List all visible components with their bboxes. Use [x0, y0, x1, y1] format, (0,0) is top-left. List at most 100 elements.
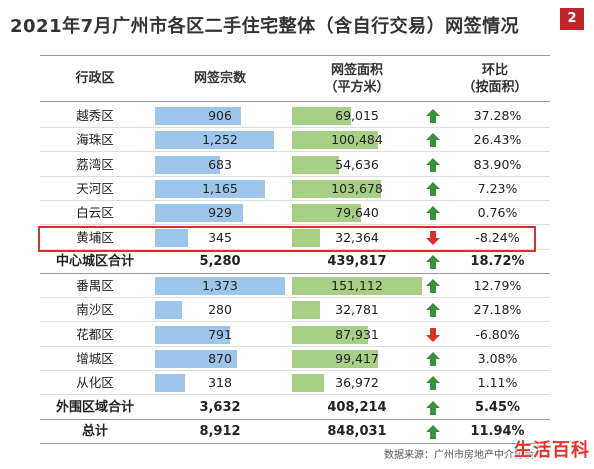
- area-value: 99,417: [335, 351, 379, 366]
- area-value: 32,781: [335, 302, 379, 318]
- area-bar: [292, 204, 361, 223]
- count-value: 8,912: [199, 423, 241, 439]
- count-bar: [155, 228, 188, 247]
- watermark-logo: 生活百科: [514, 440, 590, 461]
- district-name: 番禺区: [76, 278, 114, 294]
- row-divider: [40, 127, 550, 128]
- row-divider: [40, 224, 550, 226]
- count-bar: [155, 277, 285, 296]
- count-value: 1,373: [202, 278, 238, 294]
- arrow-up-icon: [426, 424, 440, 439]
- count-value: 318: [208, 375, 232, 391]
- count-value: 929: [208, 205, 232, 221]
- subtotal-row: 外围区域合计 3,632 408,214 5.45%: [40, 396, 550, 420]
- count-value: 3,632: [199, 399, 241, 415]
- area-value: 32,364: [335, 229, 379, 245]
- table-row: 海珠区 1,252 100,484 26.43%: [40, 128, 550, 153]
- arrow-up-icon: [426, 352, 440, 366]
- highlight-box-huangpu: [38, 226, 536, 252]
- mom-percent: 37.28%: [473, 108, 522, 123]
- area-value: 103,678: [331, 180, 383, 196]
- count-bar: [155, 204, 243, 223]
- area-value: 36,972: [335, 375, 379, 391]
- count-bar: [155, 179, 266, 198]
- header-bottom-rule: [40, 101, 550, 102]
- district-name: 花都区: [76, 326, 114, 342]
- area-value: 439,817: [327, 253, 387, 269]
- count-bar: [155, 325, 230, 344]
- district-name: 白云区: [76, 205, 114, 221]
- row-divider: [40, 151, 550, 153]
- page-number-badge: 2: [560, 8, 584, 30]
- mom-percent: 12.79%: [473, 278, 522, 294]
- district-name: 海珠区: [76, 132, 114, 148]
- mom-percent: -6.80%: [475, 326, 520, 342]
- mom-percent: 26.43%: [473, 132, 522, 148]
- arrow-up-icon: [426, 279, 440, 294]
- count-bar: [155, 107, 241, 125]
- mom-percent: 27.18%: [473, 302, 522, 318]
- district-name: 中心城区合计: [55, 253, 134, 269]
- col-header-mom: 环比 （按面积）: [462, 63, 528, 95]
- mom-percent: 5.45%: [474, 399, 521, 415]
- area-bar: [292, 301, 321, 320]
- area-bar: [292, 277, 422, 296]
- row-divider: [40, 175, 550, 177]
- count-value: 1,252: [202, 132, 238, 148]
- area-bar: [292, 179, 382, 198]
- area-bar: [292, 325, 368, 344]
- arrow-down-icon: [426, 230, 440, 245]
- header-top-rule: [40, 55, 550, 56]
- area-bar: [292, 131, 379, 150]
- arrow-up-icon: [426, 376, 440, 391]
- count-value: 1,165: [202, 180, 238, 196]
- arrow-up-icon: [426, 206, 440, 221]
- district-name: 荔湾区: [76, 156, 114, 172]
- area-bar: [292, 155, 339, 174]
- row-divider: [40, 272, 550, 274]
- arrow-up-icon: [426, 303, 440, 318]
- count-bar: [155, 350, 238, 368]
- district-name: 增城区: [76, 351, 114, 366]
- mom-percent: 18.72%: [470, 253, 525, 269]
- table-row: 增城区 870 99,417 3.08%: [40, 347, 550, 371]
- row-divider: [40, 370, 550, 371]
- mom-percent: -8.24%: [475, 229, 520, 245]
- mom-percent: 11.94%: [470, 423, 525, 439]
- district-name: 越秀区: [76, 108, 114, 123]
- count-bar: [155, 301, 182, 320]
- arrow-up-icon: [426, 157, 440, 172]
- district-name: 黄埔区: [76, 229, 114, 245]
- mom-percent: 0.76%: [477, 205, 518, 221]
- count-value: 870: [208, 351, 232, 366]
- area-value: 87,931: [335, 326, 379, 342]
- row-divider: [40, 199, 550, 201]
- area-value: 69,015: [335, 108, 379, 123]
- table-row: 从化区 318 36,972 1.11%: [40, 371, 550, 396]
- area-bar: [292, 350, 378, 368]
- district-name: 外围区域合计: [55, 399, 134, 415]
- arrow-up-icon: [426, 133, 440, 148]
- row-divider: [40, 248, 550, 250]
- count-value: 906: [208, 108, 232, 123]
- area-value: 848,031: [327, 423, 387, 439]
- area-bar: [292, 374, 324, 393]
- count-value: 345: [208, 229, 232, 245]
- subtotal-row: 中心城区合计 5,280 439,817 18.72%: [40, 250, 550, 274]
- count-bar: [155, 374, 186, 393]
- count-value: 791: [208, 326, 232, 342]
- mom-percent: 3.08%: [477, 351, 518, 366]
- subtotal-row: 总计 8,912 848,031 11.94%: [40, 420, 550, 444]
- mom-percent: 83.90%: [473, 156, 522, 172]
- page-title: 2021年7月广州市各区二手住宅整体（含自行交易）网签情况: [10, 16, 520, 37]
- area-value: 79,640: [335, 205, 379, 221]
- col-header-count: 网签宗数: [193, 71, 246, 86]
- table-row: 荔湾区 683 54,636 83.90%: [40, 153, 550, 177]
- mom-percent: 1.11%: [477, 375, 518, 391]
- row-divider: [40, 418, 550, 420]
- table-row: 天河区 1,165 103,678 7.23%: [40, 177, 550, 201]
- area-bar: [292, 107, 352, 125]
- col-header-area: 网签面积 （平方米）: [324, 63, 390, 95]
- col-header-district: 行政区: [75, 71, 115, 86]
- count-value: 280: [208, 302, 232, 318]
